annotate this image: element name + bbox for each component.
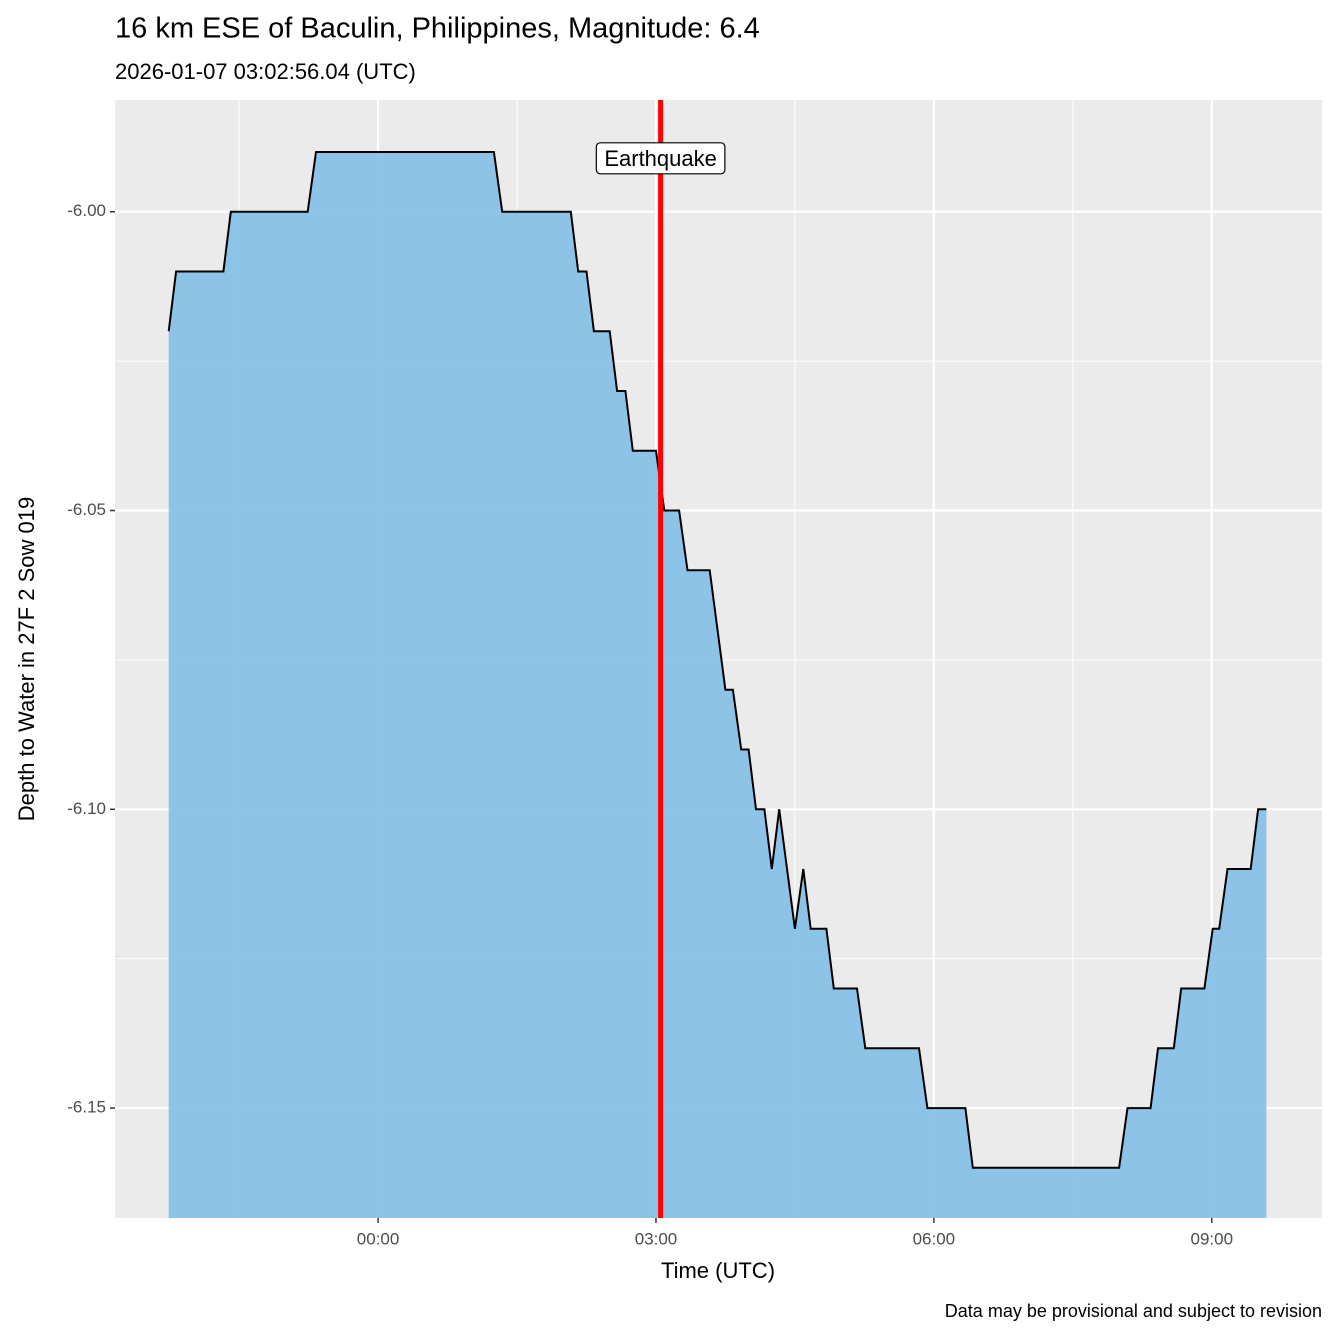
area [168,152,1267,1218]
x-tick-label: 03:00 [635,1229,678,1248]
x-tick-label: 09:00 [1190,1229,1233,1248]
x-tick-label: 00:00 [357,1229,400,1248]
event-label-box [595,142,726,175]
y-tick-label: -6.00 [67,201,106,220]
caption: Data may be provisional and subject to r… [945,1301,1322,1321]
event-label: Earthquake [604,146,717,171]
y-tick-label: -6.10 [67,799,106,818]
x-axis-title: Time (UTC) [661,1258,775,1283]
y-tick-label: -6.15 [67,1098,106,1117]
chart-subtitle: 2026-01-07 03:02:56.04 (UTC) [115,59,416,84]
line [167,151,1267,1169]
chart-title: 16 km ESE of Baculin, Philippines, Magni… [115,13,760,45]
x-tick-label: 06:00 [913,1229,956,1248]
y-tick-label: -6.05 [67,500,106,519]
y-axis-title: Depth to Water in 27F 2 Sow 019 [14,497,39,821]
